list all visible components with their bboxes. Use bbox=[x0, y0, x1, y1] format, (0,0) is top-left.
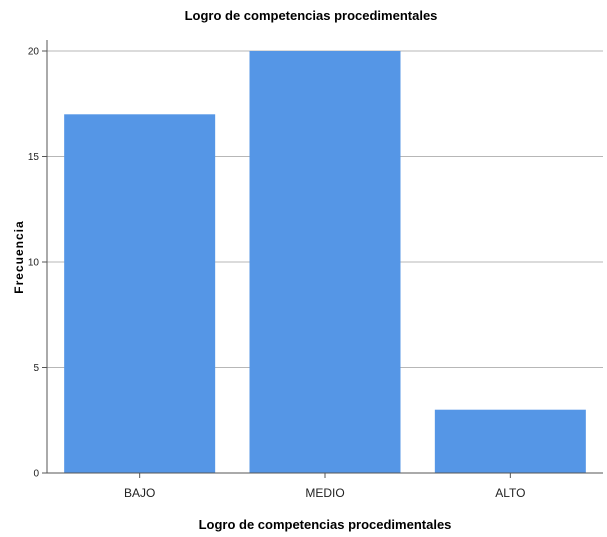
x-tick-label: MEDIO bbox=[305, 486, 344, 500]
y-tick-label: 20 bbox=[28, 47, 40, 58]
y-axis-title: Frecuencia bbox=[12, 220, 26, 293]
x-tick-label: BAJO bbox=[124, 486, 155, 500]
x-axis-title: Logro de competencias procedimentales bbox=[199, 517, 452, 532]
y-tick-labels: 0 5 10 15 20 bbox=[28, 47, 47, 480]
y-tick-label: 10 bbox=[28, 258, 40, 269]
bars bbox=[64, 51, 586, 474]
bar-alto bbox=[434, 409, 586, 473]
x-tick-label: ALTO bbox=[495, 486, 525, 500]
x-tick-labels: BAJO MEDIO ALTO bbox=[124, 473, 525, 500]
y-tick-label: 5 bbox=[33, 363, 39, 374]
bar-medio bbox=[249, 51, 401, 473]
bar-bajo bbox=[64, 114, 216, 474]
y-tick-label: 0 bbox=[33, 469, 39, 480]
chart-title: Logro de competencias procedimentales bbox=[185, 8, 438, 23]
y-tick-label: 15 bbox=[28, 152, 40, 163]
